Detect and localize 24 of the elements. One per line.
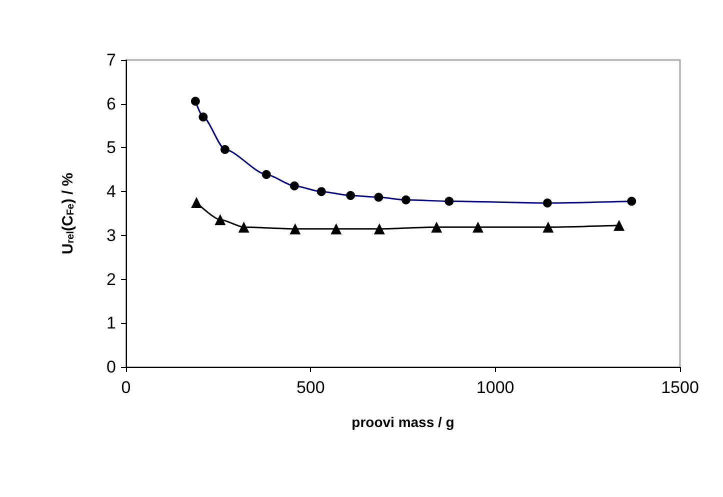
y-tick-label: 6 — [106, 94, 116, 114]
y-tick-label: 1 — [106, 314, 116, 333]
y-tick-label: 2 — [106, 270, 116, 289]
y-tick-label: 4 — [106, 182, 116, 202]
x-tick-label: 0 — [121, 378, 131, 397]
x-tick-label: 1000 — [476, 378, 514, 397]
y-tick-label: 3 — [106, 226, 116, 245]
point — [472, 222, 484, 233]
y-tick-label: 7 — [106, 50, 116, 70]
x-axis-title: proovi mass / g — [352, 414, 454, 430]
point — [614, 220, 625, 231]
point — [431, 222, 442, 233]
point — [374, 223, 385, 234]
point — [290, 223, 301, 234]
point — [238, 222, 250, 233]
point — [330, 223, 342, 234]
x-tick-label: 1500 — [661, 378, 699, 397]
y-axis-title: Urel(CFe) / % — [60, 172, 76, 254]
point — [542, 222, 554, 233]
x-tick-label: 500 — [296, 378, 325, 397]
y-tick-label: 5 — [106, 138, 116, 158]
point — [214, 214, 226, 226]
point — [191, 197, 202, 208]
y-tick-label: 0 — [106, 358, 116, 376]
